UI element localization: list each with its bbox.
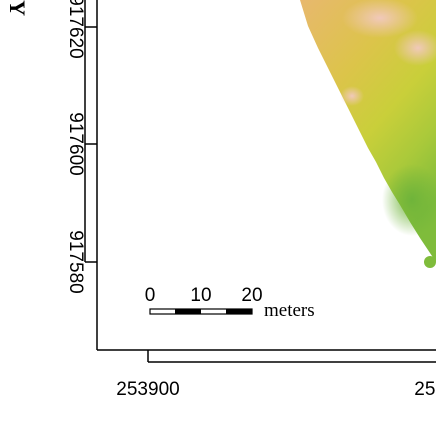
x-tick-label: 253900 bbox=[116, 379, 179, 400]
scale-bar-segment bbox=[175, 309, 201, 314]
raster-layer bbox=[300, 0, 436, 268]
scale-bar: 0 10 20 meters bbox=[145, 285, 315, 321]
x-tick-label: 253920 bbox=[414, 379, 436, 400]
y-tick-label: 917620 bbox=[65, 0, 86, 59]
y-tick-label: 917580 bbox=[65, 230, 86, 293]
scale-bar-unit: meters bbox=[264, 300, 315, 321]
raster-patch-pink bbox=[394, 30, 436, 66]
y-tick-label: 917600 bbox=[65, 112, 86, 175]
scale-bar-tick-label: 10 bbox=[190, 285, 211, 306]
raster-speck bbox=[424, 256, 436, 268]
raster-patch-green bbox=[382, 164, 436, 236]
raster-patch-pink bbox=[340, 86, 364, 106]
raster-patch-pink bbox=[342, 0, 418, 38]
scale-bar-tick-label: 20 bbox=[241, 285, 262, 306]
scale-bar-segment bbox=[226, 309, 252, 314]
scale-bar-tick-label: 0 bbox=[145, 285, 156, 306]
y-axis-letter: Y bbox=[5, 0, 30, 16]
